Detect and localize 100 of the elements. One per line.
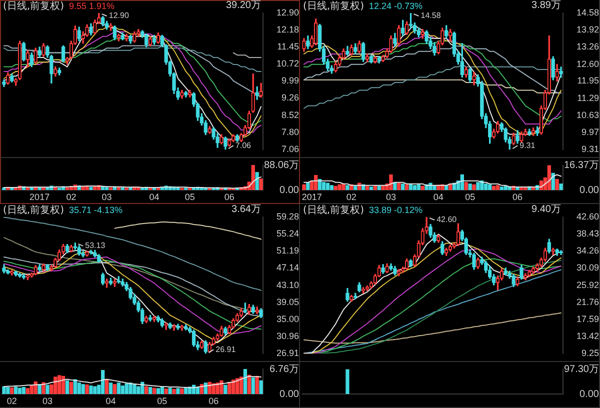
bar bbox=[124, 383, 128, 394]
bar bbox=[18, 388, 22, 394]
bar bbox=[220, 380, 224, 394]
bar bbox=[120, 386, 124, 394]
candlestick bbox=[34, 48, 38, 64]
candlestick bbox=[555, 64, 559, 82]
y-tick-label: 51.19 bbox=[276, 246, 299, 256]
bar bbox=[404, 184, 409, 190]
y-tick-label: 26.91 bbox=[276, 348, 299, 358]
x-tick-label: 2017 bbox=[30, 192, 50, 202]
x-tick-label: 02 bbox=[6, 396, 17, 406]
bar bbox=[232, 380, 236, 394]
y-tick-label: 21.76 bbox=[576, 296, 599, 307]
x-tick-label: 04 bbox=[106, 396, 116, 406]
y-tick-label: 10.63 bbox=[576, 110, 599, 120]
bar bbox=[251, 165, 255, 190]
candlestick bbox=[132, 31, 136, 43]
bar bbox=[488, 184, 492, 190]
bar bbox=[397, 182, 401, 190]
bar bbox=[2, 386, 6, 394]
bar bbox=[180, 388, 184, 394]
candlestick bbox=[247, 304, 251, 315]
candlestick bbox=[456, 223, 460, 246]
bar bbox=[168, 388, 172, 394]
chart-title: (日线,前复权) bbox=[3, 1, 64, 12]
x-tick-label: 06 bbox=[512, 192, 523, 202]
y-tick-label: 35.00 bbox=[276, 314, 299, 324]
y-tick-label: 13.26 bbox=[576, 42, 599, 52]
x-tick-label: 05 bbox=[465, 192, 476, 202]
y-tick-label: 43.10 bbox=[276, 280, 299, 290]
bar bbox=[104, 187, 109, 190]
bar bbox=[108, 187, 113, 190]
candlestick bbox=[108, 23, 113, 31]
y-tick-label: 9.99 bbox=[281, 76, 299, 86]
candlestick bbox=[472, 72, 476, 86]
bar bbox=[65, 187, 70, 190]
candlestick bbox=[365, 285, 370, 292]
candlestick bbox=[180, 90, 184, 99]
bar bbox=[468, 184, 472, 190]
x-tick-label: 06 bbox=[224, 192, 234, 202]
y-tick-label: 9.97 bbox=[581, 126, 599, 137]
bar bbox=[330, 185, 334, 190]
bar bbox=[251, 377, 255, 394]
bar bbox=[65, 380, 70, 394]
bar bbox=[472, 184, 476, 190]
bar bbox=[46, 384, 50, 394]
y-tick-label: 0.00 bbox=[280, 184, 300, 196]
chart-title: (日线,前复权) bbox=[3, 205, 64, 216]
bar bbox=[243, 369, 248, 394]
candlestick bbox=[69, 244, 74, 252]
bar bbox=[369, 186, 374, 190]
bar bbox=[224, 384, 228, 394]
bar bbox=[101, 370, 105, 394]
bar bbox=[144, 386, 148, 394]
candlestick bbox=[397, 269, 401, 276]
y-tick-label: 12.18 bbox=[276, 24, 299, 34]
candlestick bbox=[172, 324, 176, 331]
bar bbox=[108, 382, 113, 394]
y-tick-label: 12.60 bbox=[576, 58, 599, 69]
bar bbox=[136, 386, 140, 394]
y-tick-label: 55.24 bbox=[276, 228, 299, 239]
bar bbox=[89, 386, 93, 394]
bar bbox=[464, 182, 468, 190]
bar bbox=[500, 186, 504, 190]
candlestick bbox=[314, 18, 318, 46]
candlestick bbox=[220, 326, 224, 337]
x-tick-label: 03 bbox=[386, 192, 396, 202]
candlestick bbox=[6, 72, 10, 85]
chart-title: (日线,前复权) bbox=[303, 205, 364, 216]
x-tick-label: 2017 bbox=[302, 192, 322, 202]
y-tick-label: 14.58 bbox=[576, 7, 599, 18]
candlestick bbox=[397, 25, 401, 46]
chart-title: (日线,前复权) bbox=[303, 1, 364, 12]
bar bbox=[334, 186, 338, 190]
bar bbox=[416, 184, 420, 190]
y-tick-label: 7.80 bbox=[281, 126, 299, 137]
bar bbox=[30, 386, 34, 394]
y-tick-label: 16.37万 bbox=[564, 160, 599, 171]
y-tick-label: 47.14 bbox=[276, 262, 299, 273]
bar bbox=[104, 379, 109, 394]
bar bbox=[26, 388, 30, 394]
candlestick bbox=[180, 325, 184, 331]
text: 3.89万 bbox=[532, 0, 561, 12]
bar bbox=[212, 383, 216, 394]
bar bbox=[112, 384, 117, 394]
candlestick bbox=[350, 294, 354, 302]
candlestick bbox=[444, 248, 448, 256]
annotation: 42.60 bbox=[436, 215, 458, 224]
bar bbox=[148, 387, 152, 394]
y-tick-label: 6.76万 bbox=[270, 364, 299, 375]
annotation: 9.31 bbox=[520, 140, 536, 150]
bar bbox=[22, 387, 26, 394]
bar bbox=[401, 184, 405, 190]
bar bbox=[346, 185, 350, 190]
bar bbox=[255, 172, 259, 190]
x-tick-label: 04 bbox=[149, 192, 160, 202]
y-tick-label: 34.26 bbox=[576, 246, 599, 256]
y-tick-label: 97.30万 bbox=[564, 364, 599, 375]
bar bbox=[420, 186, 424, 190]
bar bbox=[10, 387, 14, 394]
